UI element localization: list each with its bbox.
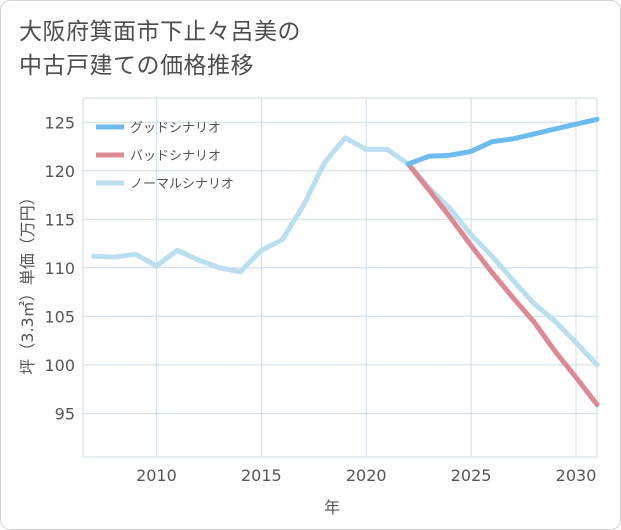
x-tick-label: 2015 bbox=[241, 466, 282, 485]
y-tick-label: 95 bbox=[55, 404, 75, 423]
legend-label: グッドシナリオ bbox=[130, 121, 221, 136]
y-tick-label: 125 bbox=[44, 113, 75, 132]
chart-title: 大阪府箕面市下止々呂美の 中古戸建ての価格推移 bbox=[19, 15, 579, 83]
series-line-1 bbox=[405, 161, 600, 408]
y-tick-label: 100 bbox=[44, 356, 75, 375]
y-tick-label: 105 bbox=[44, 307, 75, 326]
chart-title-line-2: 中古戸建ての価格推移 bbox=[19, 53, 254, 79]
plot-frame bbox=[82, 97, 598, 458]
y-tick-label: 110 bbox=[44, 259, 75, 278]
legend-label: バッドシナリオ bbox=[130, 149, 221, 164]
grid-lines bbox=[82, 97, 598, 458]
y-tick-label: 115 bbox=[44, 210, 75, 229]
chart-title-line-1: 大阪府箕面市下止々呂美の bbox=[19, 19, 301, 45]
axes: 95 100 105 110 115 120 125 2010 2015 2020 2025 2030 bbox=[44, 113, 596, 485]
series-line-0 bbox=[405, 116, 600, 167]
x-tick-label: 2020 bbox=[346, 466, 387, 485]
x-tick-label: 2030 bbox=[556, 466, 597, 485]
series-lines bbox=[91, 116, 600, 408]
x-tick-label: 2010 bbox=[136, 466, 177, 485]
y-axis-label: 坪（3.3㎡）単価（万円） bbox=[18, 189, 37, 374]
legend-label: ノーマルシナリオ bbox=[130, 177, 234, 192]
x-axis-label: 年 bbox=[324, 498, 340, 517]
y-tick-label: 120 bbox=[44, 162, 75, 181]
series-line-2 bbox=[91, 135, 600, 368]
x-tick-label: 2025 bbox=[451, 466, 492, 485]
